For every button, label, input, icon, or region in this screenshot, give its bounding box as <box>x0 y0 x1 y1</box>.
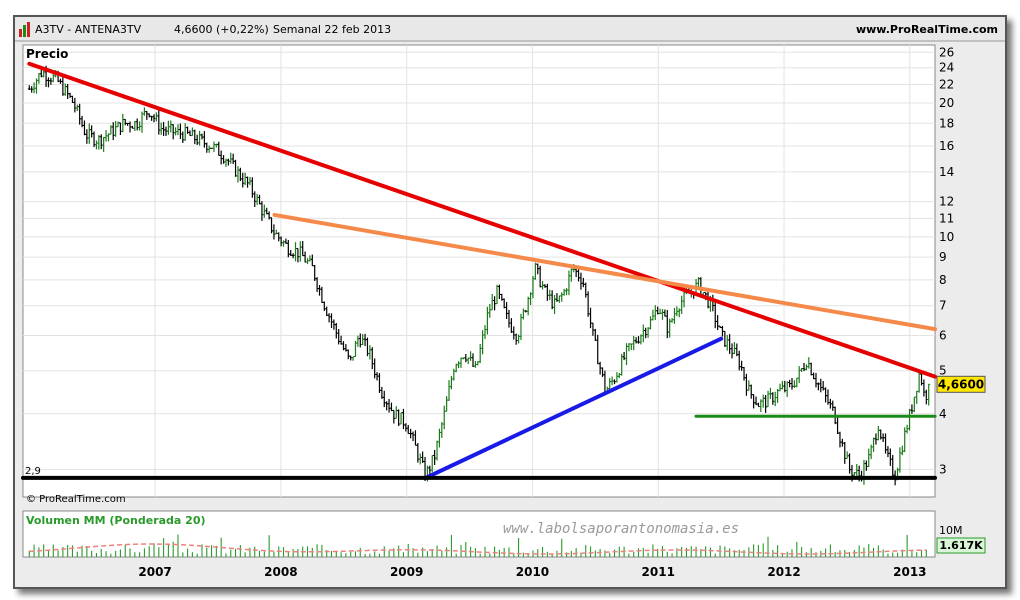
last-price-label: 4,6600 <box>938 377 984 391</box>
y-tick-label: 4 <box>939 407 947 421</box>
y-tick-label: 3 <box>939 462 947 476</box>
chart-frame: A3TV - ANTENA3TV 4,6600 (+0,22%) Semanal… <box>13 15 1007 589</box>
y-tick-label: 6 <box>939 328 947 342</box>
chart-canvas: A3TV - ANTENA3TV 4,6600 (+0,22%) Semanal… <box>15 17 1005 579</box>
header-period-date: Semanal 22 feb 2013 <box>273 23 391 36</box>
x-tick-label: 2008 <box>264 565 297 579</box>
y-tick-label: 22 <box>939 78 954 92</box>
x-tick-label: 2013 <box>893 565 926 579</box>
y-tick-label: 20 <box>939 96 954 110</box>
y-tick-label: 11 <box>939 211 954 225</box>
copyright: © ProRealTime.com <box>26 494 126 505</box>
y-tick-label: 18 <box>939 116 954 130</box>
volume-last-value: 1.617K <box>939 539 983 552</box>
panel-label: Precio <box>26 47 68 61</box>
y-tick-label: 14 <box>939 165 954 179</box>
y-axis: 26 24 22 20 18 16 14 12 11 10 9 8 7 6 5 4 3 <box>939 45 954 476</box>
x-tick-label: 2007 <box>138 565 171 579</box>
main-downtrend-line <box>27 61 937 379</box>
y-tick-label: 26 <box>939 45 954 59</box>
y-tick-label: 24 <box>939 61 954 75</box>
y-tick-label: 9 <box>939 250 947 264</box>
y-tick-label: 12 <box>939 195 954 209</box>
last-price-badge: 4,6600 <box>936 375 986 393</box>
upper-trend-line <box>272 212 937 332</box>
y-tick-label: 7 <box>939 299 947 313</box>
floor-level-label: 2,9 <box>25 466 41 477</box>
x-axis: 2007 2008 2009 2010 2011 2012 2013 <box>138 565 926 579</box>
header-site[interactable]: www.ProRealTime.com <box>856 23 998 36</box>
y-tick-label: 5 <box>939 364 947 378</box>
volume-ma-line <box>29 543 927 555</box>
x-tick-label: 2009 <box>390 565 423 579</box>
x-tick-label: 2011 <box>642 565 675 579</box>
volume-panel <box>22 510 936 558</box>
price-bars <box>27 65 931 486</box>
y-tick-label: 16 <box>939 139 954 153</box>
price-panel <box>22 44 936 498</box>
x-tick-label: 2010 <box>516 565 549 579</box>
trendlines <box>21 61 937 480</box>
volume-bars <box>28 534 927 557</box>
y-tick-label: 10 <box>939 230 954 244</box>
support-trend-line <box>423 336 724 480</box>
volume-badge <box>936 537 986 554</box>
header-price-change: 4,6600 (+0,22%) <box>174 23 269 36</box>
y-tick-label: 8 <box>939 273 947 287</box>
watermark: www.labolsaporantonomasia.es <box>503 521 739 537</box>
header-symbol: A3TV - ANTENA3TV <box>35 23 142 36</box>
x-tick-label: 2012 <box>767 565 800 579</box>
bar-chart-icon <box>19 22 30 37</box>
header-bar <box>15 17 1005 41</box>
volume-scale-label: 10M <box>939 524 963 537</box>
volume-label: Volumen MM (Ponderada 20) <box>26 514 206 527</box>
